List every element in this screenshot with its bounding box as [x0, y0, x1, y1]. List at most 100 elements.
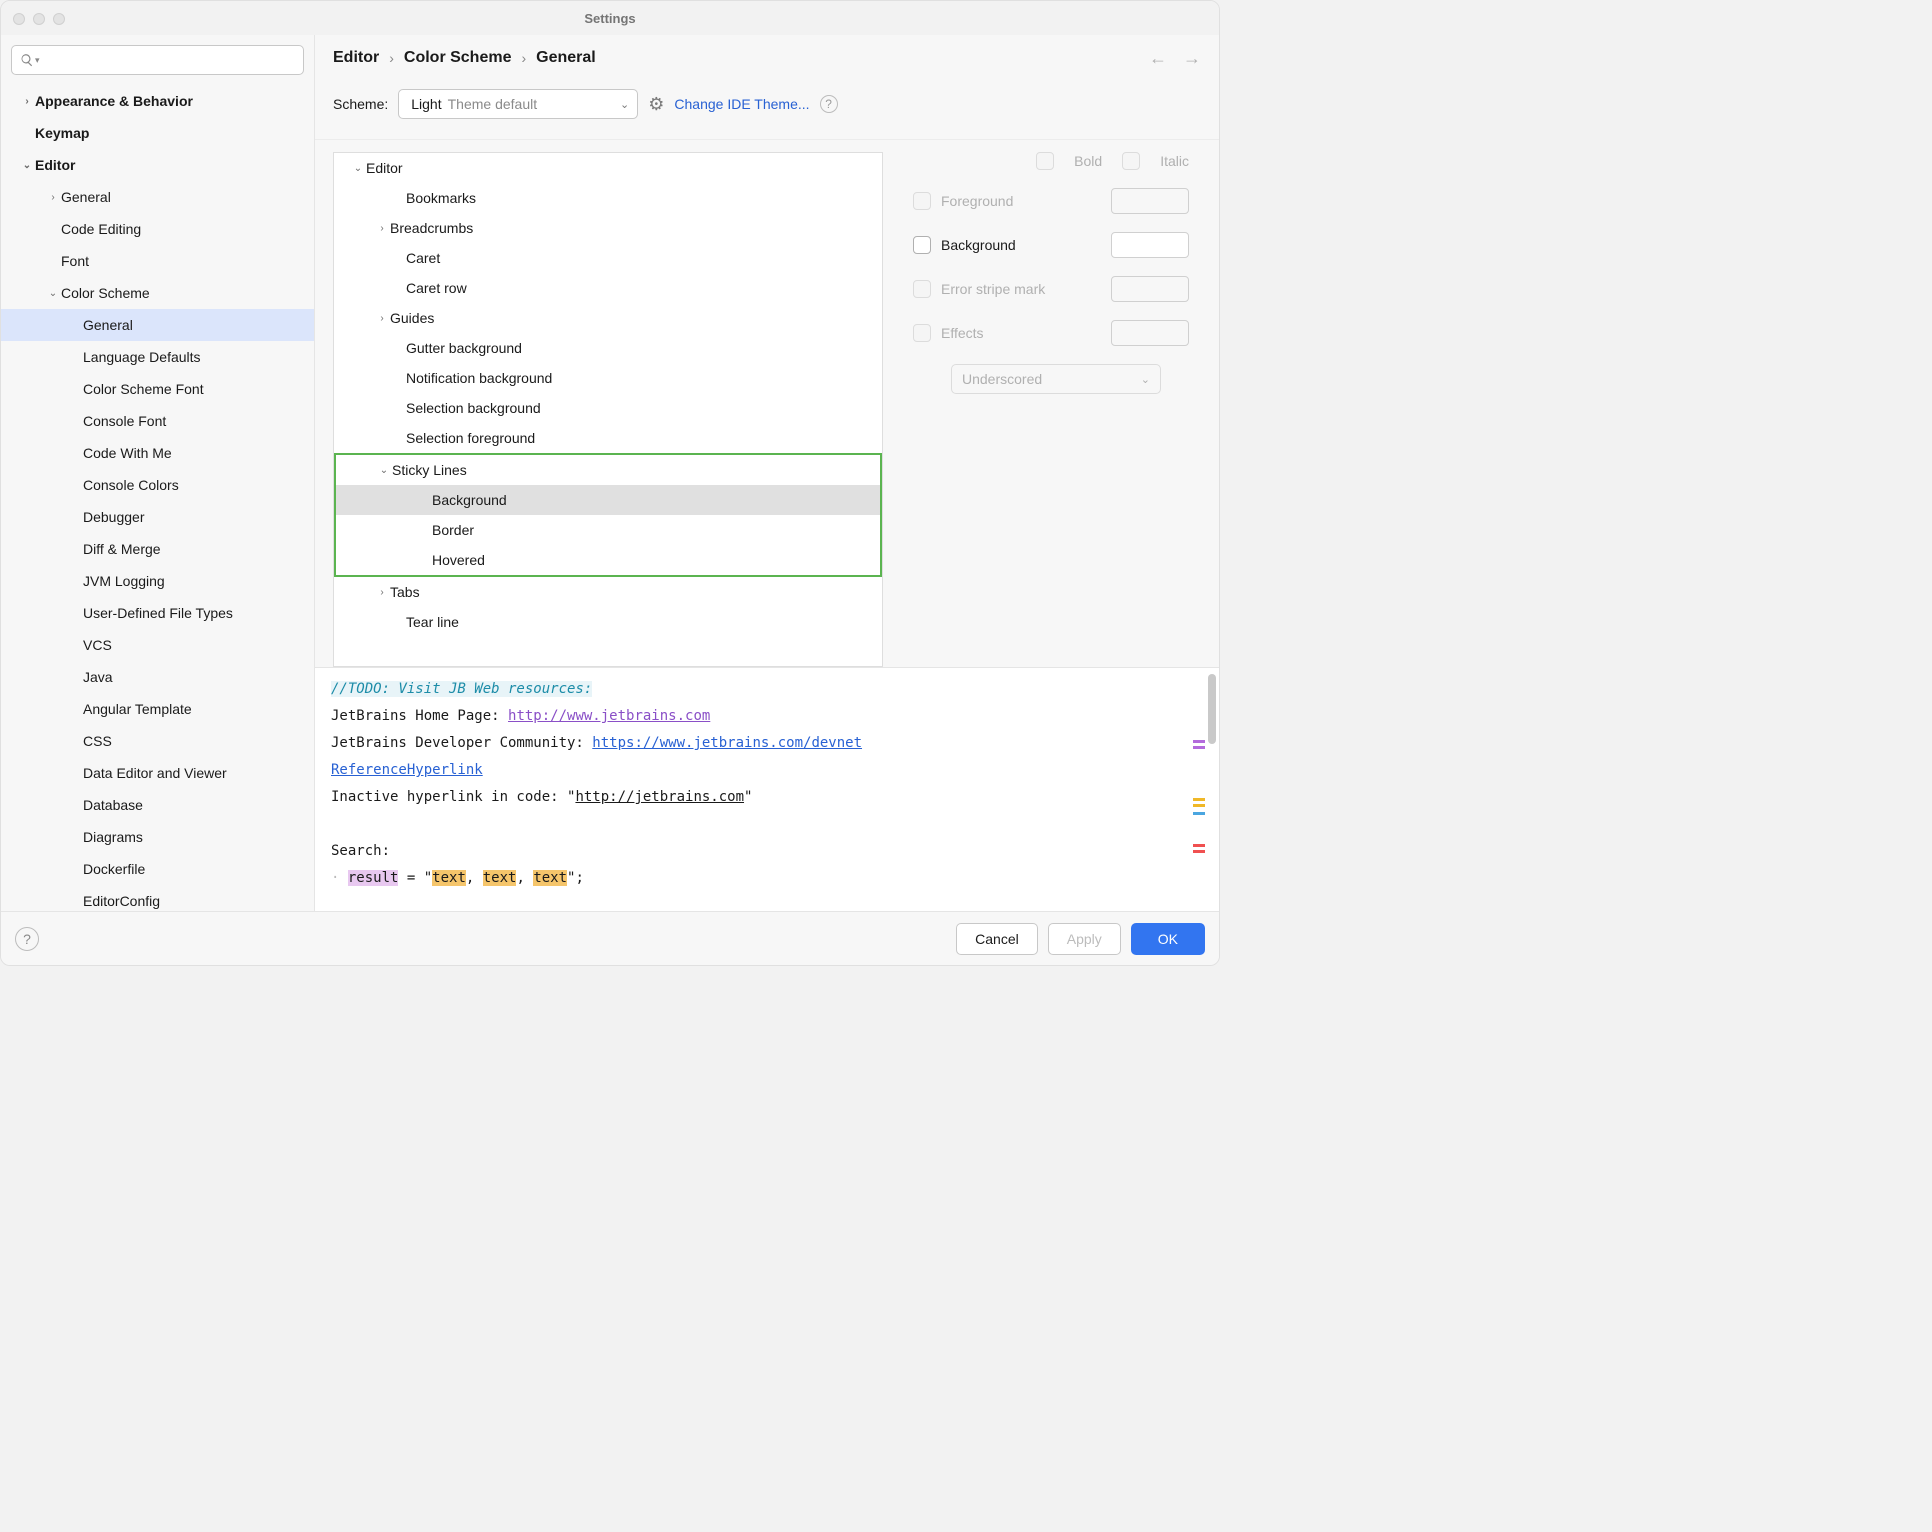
sidebar-item[interactable]: Console Colors [1, 469, 314, 501]
sidebar-item[interactable]: Debugger [1, 501, 314, 533]
chevron-down-icon: ⌄ [376, 465, 392, 476]
bold-label: Bold [1074, 153, 1102, 169]
gear-icon[interactable]: ⚙ [648, 94, 664, 115]
back-icon[interactable]: ← [1149, 48, 1167, 69]
sidebar-item[interactable]: General [1, 309, 314, 341]
sidebar-item[interactable]: Code With Me [1, 437, 314, 469]
error-stripe-mark[interactable] [1193, 844, 1205, 847]
attribute-item[interactable]: ›Guides [334, 303, 882, 333]
sidebar-item-label: Code Editing [61, 221, 141, 237]
sidebar-item[interactable]: Data Editor and Viewer [1, 757, 314, 789]
forward-icon[interactable]: → [1183, 48, 1201, 69]
help-icon[interactable]: ? [820, 95, 838, 113]
sidebar-item[interactable]: Console Font [1, 405, 314, 437]
attribute-item[interactable]: Caret row [334, 273, 882, 303]
background-checkbox[interactable] [913, 236, 931, 254]
sidebar-item[interactable]: Diagrams [1, 821, 314, 853]
attribute-item-label: Breadcrumbs [390, 220, 473, 236]
error-stripe-mark[interactable] [1193, 850, 1205, 853]
attribute-item[interactable]: Caret [334, 243, 882, 273]
chevron-right-icon: › [374, 223, 390, 234]
error-stripe-mark[interactable] [1193, 804, 1205, 807]
attribute-item[interactable]: Hovered [336, 545, 880, 575]
preview-link[interactable]: http://www.jetbrains.com [508, 708, 710, 724]
attribute-item[interactable]: ›Breadcrumbs [334, 213, 882, 243]
attribute-item[interactable]: Notification background [334, 363, 882, 393]
sidebar-item[interactable]: User-Defined File Types [1, 597, 314, 629]
sidebar-item[interactable]: Java [1, 661, 314, 693]
attribute-item[interactable]: Background [336, 485, 880, 515]
sidebar-item[interactable]: Language Defaults [1, 341, 314, 373]
sidebar-item[interactable]: VCS [1, 629, 314, 661]
background-row: Background [913, 232, 1189, 258]
attribute-item[interactable]: ›Tabs [334, 577, 882, 607]
preview-link[interactable]: ReferenceHyperlink [331, 762, 483, 778]
sidebar-item[interactable]: Dockerfile [1, 853, 314, 885]
attribute-item[interactable]: Gutter background [334, 333, 882, 363]
attribute-item[interactable]: Bookmarks [334, 183, 882, 213]
chevron-right-icon: › [19, 96, 35, 107]
attribute-item-label: Caret [406, 250, 440, 266]
preview-scrollbar[interactable] [1204, 674, 1216, 905]
background-swatch[interactable] [1111, 232, 1189, 258]
sidebar-item[interactable]: Font [1, 245, 314, 277]
breadcrumb-part[interactable]: Editor [333, 49, 379, 67]
effects-select: Underscored ⌄ [951, 364, 1161, 394]
settings-tree[interactable]: ›Appearance & BehaviorKeymap⌄Editor›Gene… [1, 81, 314, 911]
attribute-item[interactable]: Tear line [334, 607, 882, 637]
bold-checkbox [1036, 152, 1054, 170]
zoom-icon[interactable] [53, 13, 65, 25]
scheme-select[interactable]: Light Theme default ⌄ [398, 89, 638, 119]
error-stripe-mark[interactable] [1193, 746, 1205, 749]
foreground-swatch [1111, 188, 1189, 214]
error-stripe-mark[interactable] [1193, 812, 1205, 815]
attribute-item[interactable]: Border [336, 515, 880, 545]
sidebar-item[interactable]: CSS [1, 725, 314, 757]
cancel-button[interactable]: Cancel [956, 923, 1038, 955]
code-preview[interactable]: //TODO: Visit JB Web resources: JetBrain… [315, 667, 1219, 911]
attribute-item[interactable]: Selection background [334, 393, 882, 423]
attribute-item-label: Selection background [406, 400, 541, 416]
sidebar-item[interactable]: Color Scheme Font [1, 373, 314, 405]
scroll-thumb[interactable] [1208, 674, 1216, 744]
change-theme-link[interactable]: Change IDE Theme... [674, 96, 809, 112]
sidebar-item[interactable]: Diff & Merge [1, 533, 314, 565]
ok-button[interactable]: OK [1131, 923, 1205, 955]
preview-link[interactable]: https://www.jetbrains.com/devnet [592, 735, 862, 751]
preview-text: JetBrains Home Page: [331, 708, 508, 724]
minimize-icon[interactable] [33, 13, 45, 25]
sidebar-item[interactable]: Database [1, 789, 314, 821]
attribute-tree[interactable]: ⌄EditorBookmarks›BreadcrumbsCaretCaret r… [333, 152, 883, 667]
attribute-item[interactable]: ⌄Sticky Lines [336, 455, 880, 485]
chevron-down-icon: ⌄ [45, 288, 61, 299]
font-style-row: Bold Italic [913, 152, 1189, 170]
sidebar-item[interactable]: EditorConfig [1, 885, 314, 911]
sidebar-item[interactable]: JVM Logging [1, 565, 314, 597]
sidebar-item[interactable]: ⌄Editor [1, 149, 314, 181]
sidebar-item[interactable]: ⌄Color Scheme [1, 277, 314, 309]
sidebar-item-label: Color Scheme Font [83, 381, 204, 397]
sidebar-item[interactable]: ›Appearance & Behavior [1, 85, 314, 117]
search-input[interactable]: ▾ [11, 45, 304, 75]
attribute-item[interactable]: ⌄Editor [334, 153, 882, 183]
breadcrumb-part[interactable]: General [536, 49, 596, 67]
close-icon[interactable] [13, 13, 25, 25]
apply-button[interactable]: Apply [1048, 923, 1121, 955]
chevron-right-icon: › [374, 587, 390, 598]
attribute-item-label: Bookmarks [406, 190, 476, 206]
help-button[interactable]: ? [15, 927, 39, 951]
error-stripe-mark[interactable] [1193, 798, 1205, 801]
attribute-item[interactable]: Selection foreground [334, 423, 882, 453]
sidebar-item[interactable]: ›General [1, 181, 314, 213]
sidebar-item[interactable]: Code Editing [1, 213, 314, 245]
breadcrumb: Editor › Color Scheme › General ← → [315, 35, 1219, 81]
search-dropdown-icon[interactable]: ▾ [35, 55, 40, 66]
sidebar-item[interactable]: Angular Template [1, 693, 314, 725]
error-stripe-mark[interactable] [1193, 740, 1205, 743]
sidebar-item-label: Color Scheme [61, 285, 150, 301]
settings-sidebar: ▾ ›Appearance & BehaviorKeymap⌄Editor›Ge… [1, 35, 315, 911]
sidebar-item[interactable]: Keymap [1, 117, 314, 149]
scheme-suffix: Theme default [448, 96, 538, 112]
breadcrumb-part[interactable]: Color Scheme [404, 49, 512, 67]
dialog-footer: ? Cancel Apply OK [1, 911, 1219, 965]
